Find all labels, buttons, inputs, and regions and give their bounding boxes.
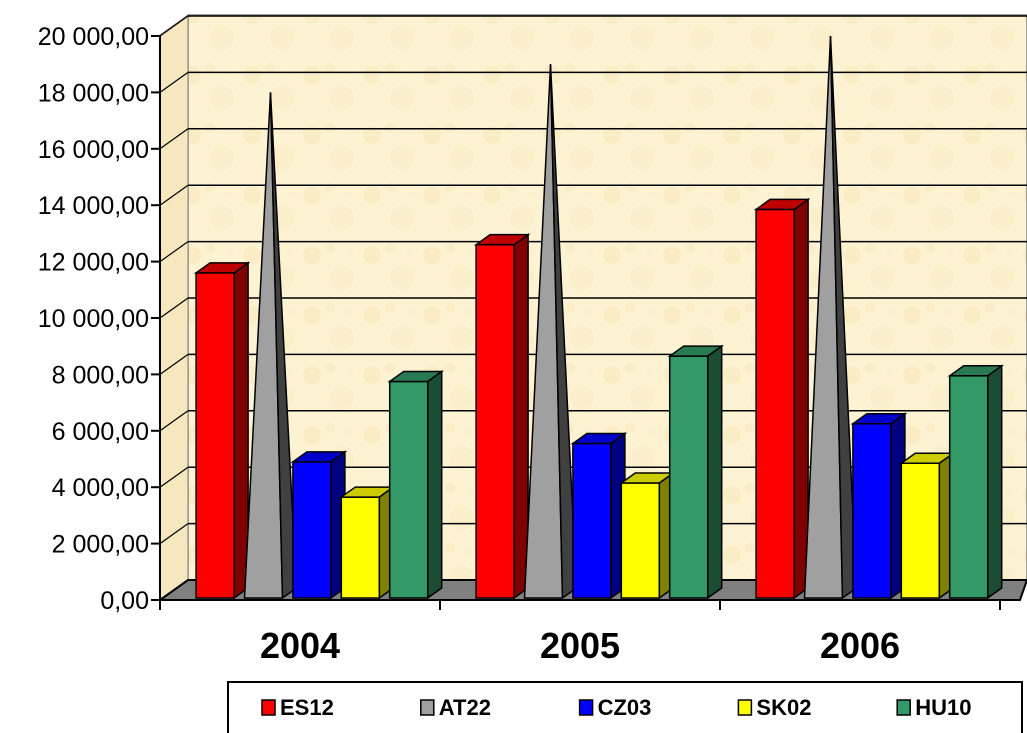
- legend-swatch: [896, 699, 911, 716]
- x-tick-label: 2004: [260, 625, 340, 666]
- y-tick-label: 2 000,00: [52, 531, 149, 559]
- legend-label: HU10: [915, 695, 971, 720]
- y-tick-label: 16 000,00: [38, 136, 149, 164]
- legend-item-cz03: CZ03: [578, 695, 652, 720]
- legend-label: AT22: [439, 695, 491, 720]
- bar-sk02-2005: [618, 471, 676, 600]
- bar-at22-2005: [523, 64, 578, 600]
- legend-swatch: [261, 699, 276, 716]
- x-tick-label: 2006: [820, 625, 900, 666]
- bar-sk02-2004: [338, 485, 396, 600]
- legend-box: [227, 681, 1023, 733]
- bar-hu10-2004: [387, 369, 445, 600]
- gridline-side: [159, 466, 189, 488]
- bar-cz03-2004: [290, 450, 348, 600]
- legend-item-sk02: SK02: [737, 695, 811, 720]
- gridlines: [159, 15, 1027, 545]
- y-axis-ticks: 0,00 2 000,00 4 000,00 6 000,00 8 000,00 10 0…: [38, 23, 149, 615]
- y-tick-label: 20 000,00: [38, 23, 149, 51]
- bar-at22-2004: [243, 92, 298, 600]
- gridline-side: [159, 71, 189, 93]
- y-tick-label: 12 000,00: [38, 249, 149, 277]
- legend-item-hu10: HU10: [896, 695, 971, 720]
- x-axis-ticks: 2004 2005 2006: [260, 625, 900, 666]
- bar-at22-2006: [803, 35, 858, 600]
- legend-label: CZ03: [598, 695, 652, 720]
- bar-hu10-2005: [667, 344, 725, 600]
- legend-swatch: [420, 699, 435, 716]
- gridline-side: [159, 184, 189, 206]
- gridline-side: [159, 410, 189, 432]
- bar-cz03-2006: [850, 412, 908, 600]
- bar-sk02-2006: [898, 451, 956, 600]
- legend: ES12 AT22 CZ03 SK02 HU10: [227, 681, 1023, 733]
- bars: [193, 35, 1005, 600]
- bar-hu10-2006: [947, 364, 1005, 600]
- y-tick-label: 10 000,00: [38, 305, 149, 333]
- bar-es12-2006: [753, 197, 811, 600]
- y-tick-label: 8 000,00: [52, 361, 149, 389]
- gridline-side: [159, 523, 189, 545]
- gridline-side: [159, 128, 189, 150]
- gridline-side: [159, 297, 189, 319]
- x-tick-label: 2005: [540, 625, 620, 666]
- legend-item-at22: AT22: [420, 695, 491, 720]
- gridline-side: [159, 15, 189, 37]
- y-tick-label: 6 000,00: [52, 418, 149, 446]
- bar-es12-2004: [193, 261, 251, 600]
- gridline-side: [159, 353, 189, 375]
- y-tick-label: 18 000,00: [38, 79, 149, 107]
- y-tick-label: 4 000,00: [52, 474, 149, 502]
- legend-swatch: [578, 699, 594, 716]
- y-tick-label: 14 000,00: [38, 192, 149, 220]
- axes: [151, 35, 1020, 610]
- legend-label: ES12: [280, 695, 334, 720]
- gridline-side: [159, 241, 189, 263]
- bar-es12-2005: [473, 233, 531, 600]
- legend-label: SK02: [756, 695, 811, 720]
- bar-cz03-2005: [570, 432, 628, 600]
- y-tick-label: 0,00: [100, 587, 149, 615]
- legend-swatch: [737, 699, 753, 716]
- legend-item-es12: ES12: [261, 695, 334, 720]
